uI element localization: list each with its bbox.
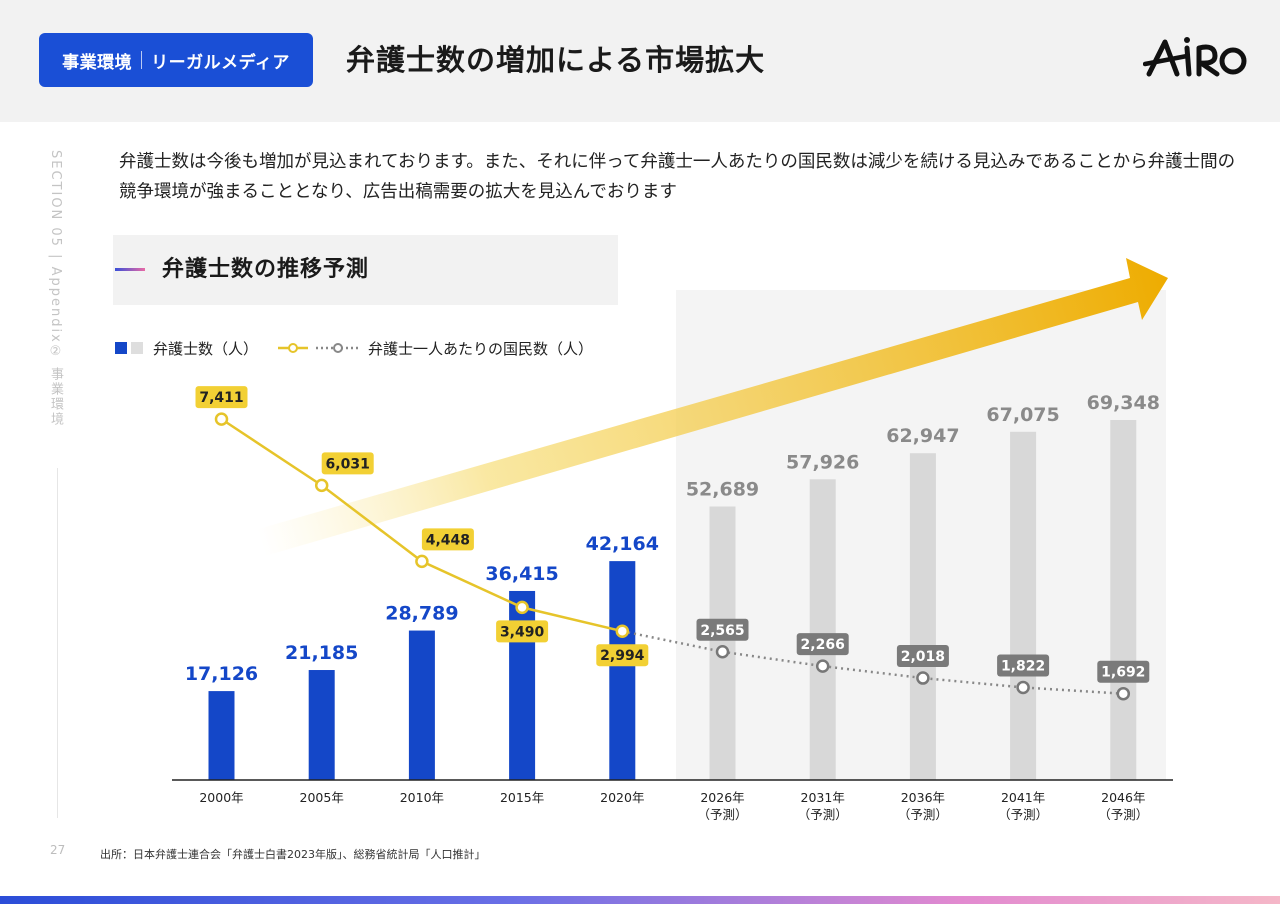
line-label-box-5 xyxy=(696,618,749,641)
bar-value-label-9: 69,348 xyxy=(1087,392,1160,414)
line-value-label-4: 2,994 xyxy=(600,648,645,664)
section-tag-right: リーガルメディア xyxy=(151,52,290,73)
source-footnote: 出所：日本弁護士連合会「弁護士白書2023年版」、総務省統計局「人口推計」 xyxy=(100,848,486,861)
section-tag-divider xyxy=(141,51,143,69)
line-label-box-9 xyxy=(1097,660,1150,683)
line-value-label-8: 1,822 xyxy=(1001,658,1045,674)
line-label-box-6 xyxy=(796,633,849,656)
legend-swatch-lines xyxy=(278,343,361,353)
line-point-8 xyxy=(1016,680,1030,695)
bar-value-label-4: 42,164 xyxy=(586,533,659,555)
line-value-label-3: 3,490 xyxy=(500,624,545,640)
bar-value-label-6: 57,926 xyxy=(786,451,859,473)
line-value-label-6: 2,266 xyxy=(801,637,845,653)
chart-legend: 弁護士数（人） 弁護士一人あたりの国民数（人） xyxy=(115,337,593,359)
line-label-box-4 xyxy=(596,644,649,667)
section-tag-left: 事業環境 xyxy=(62,52,133,73)
description-text: 弁護士数は今後も増加が見込まれております。また、それに伴って弁護士一人あたりの国… xyxy=(119,152,1236,202)
line-label-box-3 xyxy=(496,620,549,643)
line-label-box-1 xyxy=(321,452,374,475)
bar-0 xyxy=(208,691,235,780)
x-tick-label-8: 2041年 xyxy=(1001,790,1045,805)
bottom-gradient-bar xyxy=(0,896,1280,904)
line-label-box-0 xyxy=(195,386,248,409)
bar-3 xyxy=(509,590,536,780)
line-value-label-9: 1,692 xyxy=(1101,665,1145,681)
growth-arrow xyxy=(255,258,1168,556)
x-tick-label-5: 2026年 xyxy=(700,790,744,805)
line-point-3 xyxy=(515,600,529,615)
line-point-2 xyxy=(415,554,429,569)
legend-label-line: 弁護士一人あたりの国民数（人） xyxy=(368,339,594,358)
line-value-label-0: 7,411 xyxy=(199,390,243,406)
line-point-5 xyxy=(715,645,730,659)
x-tick-label-7: 2036年 xyxy=(901,790,945,805)
bar-6 xyxy=(809,479,836,780)
line-point-4 xyxy=(615,624,630,638)
bar-1 xyxy=(308,670,335,780)
chart-title-accent xyxy=(115,268,145,271)
page-title: 弁護士数の増加による市場拡大 xyxy=(346,43,766,77)
bar-value-label-2: 28,789 xyxy=(385,603,458,625)
page-number: 27 xyxy=(50,843,66,857)
x-tick-note-8: （予測） xyxy=(998,807,1048,822)
bar-4 xyxy=(609,561,636,780)
line-value-label-2: 4,448 xyxy=(426,532,470,548)
bar-7 xyxy=(909,453,936,780)
line-label-box-7 xyxy=(896,645,949,668)
bar-8 xyxy=(1010,431,1037,780)
line-value-label-1: 6,031 xyxy=(326,456,370,472)
x-tick-label-9: 2046年 xyxy=(1101,790,1145,805)
airo-logo xyxy=(1143,37,1247,77)
bar-value-label-3: 36,415 xyxy=(485,563,558,585)
line-point-1 xyxy=(314,478,329,493)
legend-swatch-actual-bar xyxy=(115,342,127,354)
bar-value-label-5: 52,689 xyxy=(686,478,759,500)
line-point-6 xyxy=(815,659,830,673)
side-divider xyxy=(57,468,58,818)
x-tick-label-1: 2005年 xyxy=(300,790,344,805)
side-section-text: SECTION 05 | Appendix② 事業環境 xyxy=(48,150,63,427)
x-tick-label-6: 2031年 xyxy=(801,790,845,805)
side-section-label: SECTION 05 | Appendix② 事業環境 xyxy=(46,150,68,450)
bar-value-label-0: 17,126 xyxy=(185,663,258,685)
legend-swatch-forecast-bar xyxy=(131,342,143,354)
legend-label-bars: 弁護士数（人） xyxy=(153,339,259,358)
line-label-box-2 xyxy=(421,528,474,551)
bar-5 xyxy=(709,506,736,780)
line-label-box-8 xyxy=(997,654,1050,677)
bar-9 xyxy=(1110,420,1137,780)
line-point-7 xyxy=(916,671,930,685)
x-tick-note-6: （予測） xyxy=(798,807,848,822)
x-tick-label-2: 2010年 xyxy=(400,790,444,805)
line-point-0 xyxy=(214,412,229,426)
x-tick-label-3: 2015年 xyxy=(500,790,544,805)
line-value-label-7: 2,018 xyxy=(901,649,945,665)
x-tick-label-0: 2000年 xyxy=(199,790,243,805)
chart-title-box xyxy=(113,235,618,305)
bar-value-label-8: 67,075 xyxy=(986,404,1059,426)
line-point-9 xyxy=(1116,686,1131,701)
section-tag: 事業環境 リーガルメディア xyxy=(39,33,313,87)
x-tick-label-4: 2020年 xyxy=(600,790,644,805)
x-tick-note-9: （予測） xyxy=(1098,807,1148,822)
x-tick-note-7: （予測） xyxy=(898,807,948,822)
bar-value-label-7: 62,947 xyxy=(886,425,959,447)
line-forecast xyxy=(622,629,1124,695)
x-tick-note-5: （予測） xyxy=(697,807,747,822)
line-value-label-5: 2,565 xyxy=(700,623,744,639)
bar-2 xyxy=(408,630,435,780)
chart-title: 弁護士数の推移予測 xyxy=(162,257,370,282)
bar-value-label-1: 21,185 xyxy=(285,642,358,664)
